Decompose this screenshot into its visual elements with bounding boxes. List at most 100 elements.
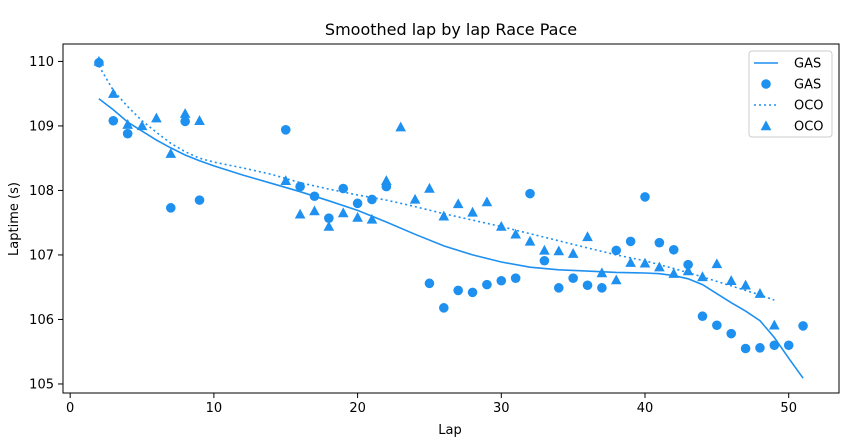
oco-lap-point xyxy=(567,248,579,258)
x-tick-label: 20 xyxy=(349,401,366,416)
plot-inner xyxy=(93,55,808,379)
oco-lap-point xyxy=(639,257,651,268)
oco-lap-point xyxy=(596,267,608,278)
oco-lap-point xyxy=(122,119,133,129)
gas-lap-point xyxy=(654,237,665,248)
x-tick-label: 10 xyxy=(206,401,223,416)
gas-lap-point xyxy=(553,283,564,293)
x-tick-label: 50 xyxy=(780,401,797,416)
gas-lap-point xyxy=(697,311,708,322)
oco-lap-point xyxy=(93,55,105,66)
gas-lap-point xyxy=(755,343,765,353)
gas-smoothed-line xyxy=(98,98,804,379)
gas-lap-point xyxy=(539,255,550,266)
oco-lap-point xyxy=(467,206,478,217)
oco-lap-point xyxy=(323,220,335,231)
gas-lap-point xyxy=(783,340,794,351)
plot-frame xyxy=(62,43,840,394)
oco-lap-point xyxy=(424,182,435,193)
gas-lap-point xyxy=(467,287,478,298)
gas-lap-point xyxy=(280,124,291,135)
oco-lap-point xyxy=(711,258,723,269)
gas-lap-point xyxy=(683,259,693,270)
oco-lap-point xyxy=(524,235,536,246)
gas-lap-point xyxy=(165,203,176,213)
oco-lap-point xyxy=(294,208,306,219)
gas-lap-point xyxy=(482,279,492,290)
x-tick-label: 30 xyxy=(493,401,510,416)
oco-lap-point xyxy=(395,121,407,132)
oco-lap-point xyxy=(438,210,450,221)
y-tick-label: 108 xyxy=(29,184,54,199)
axes: 0 10 20 30 40 50 105 106 107 108 109 110 xyxy=(29,43,840,416)
oco-lap-point xyxy=(381,175,392,185)
oco-lap-point xyxy=(625,257,636,267)
legend-label: GAS xyxy=(794,57,821,72)
oco-lap-point xyxy=(452,198,464,209)
gas-lap-point xyxy=(108,115,119,126)
gas-lap-point xyxy=(194,195,205,205)
legend-marker-triangle xyxy=(760,120,772,131)
gas-lap-point xyxy=(510,273,521,283)
gas-lap-point xyxy=(568,273,578,283)
legend-box xyxy=(748,50,833,138)
plot-area xyxy=(93,55,808,379)
y-tick-label: 109 xyxy=(29,119,54,134)
gas-lap-point xyxy=(712,320,722,331)
gas-lap-point xyxy=(740,343,751,354)
oco-lap-point xyxy=(682,265,694,276)
oco-lap-point xyxy=(495,220,507,231)
oco-lap-point xyxy=(481,196,493,207)
gas-lap-point xyxy=(582,280,593,291)
legend-marker-circle xyxy=(761,79,771,89)
oco-lap-point xyxy=(539,244,550,255)
x-axis-label: Lap xyxy=(438,423,461,438)
oco-lap-point xyxy=(725,275,737,285)
gas-lap-point xyxy=(424,278,435,289)
gas-lap-point xyxy=(668,244,679,255)
legend-label: OCO xyxy=(794,120,824,135)
oco-lap-point xyxy=(409,193,421,204)
oco-lap-point xyxy=(668,268,680,278)
oco-lap-point xyxy=(553,245,565,256)
x-tick-label: 40 xyxy=(637,401,654,416)
oco-lap-point xyxy=(740,279,751,290)
gas-lap-point xyxy=(597,283,607,293)
gas-lap-point xyxy=(625,236,636,247)
y-tick-label: 105 xyxy=(29,377,54,392)
gas-lap-point xyxy=(726,328,737,339)
y-tick-label: 106 xyxy=(29,313,54,328)
legend: GAS GAS OCO OCO xyxy=(748,50,833,138)
gas-lap-point xyxy=(338,183,349,194)
gas-lap-point xyxy=(611,245,622,256)
oco-lap-point xyxy=(769,319,780,330)
oco-smoothed-line xyxy=(98,65,775,301)
oco-lap-point xyxy=(582,231,593,242)
x-tick-label: 0 xyxy=(66,401,74,416)
y-tick-label: 110 xyxy=(29,55,54,70)
gas-lap-point xyxy=(439,303,449,313)
legend-label: GAS xyxy=(794,78,821,93)
oco-lap-point xyxy=(610,274,622,285)
oco-lap-point xyxy=(366,213,378,224)
oco-lap-point xyxy=(165,148,177,158)
oco-lap-point xyxy=(352,211,363,222)
oco-lap-point xyxy=(510,228,521,239)
gas-lap-point xyxy=(180,116,190,127)
gas-lap-point xyxy=(367,194,377,205)
gas-lap-point xyxy=(324,213,334,223)
oco-lap-point xyxy=(337,207,349,218)
oco-lap-point xyxy=(107,88,119,98)
oco-lap-point xyxy=(654,261,665,272)
oco-lap-point xyxy=(754,288,766,298)
gas-lap-point xyxy=(122,128,133,139)
oco-lap-point xyxy=(136,120,148,131)
gas-lap-point xyxy=(640,192,650,202)
gas-lap-point xyxy=(453,285,463,296)
oco-lap-point xyxy=(151,112,162,123)
gas-lap-point xyxy=(769,340,780,351)
y-axis-label: Laptime (s) xyxy=(7,182,22,256)
gas-lap-point xyxy=(525,188,535,199)
gas-lap-point xyxy=(352,198,363,209)
legend-label: OCO xyxy=(794,99,824,114)
